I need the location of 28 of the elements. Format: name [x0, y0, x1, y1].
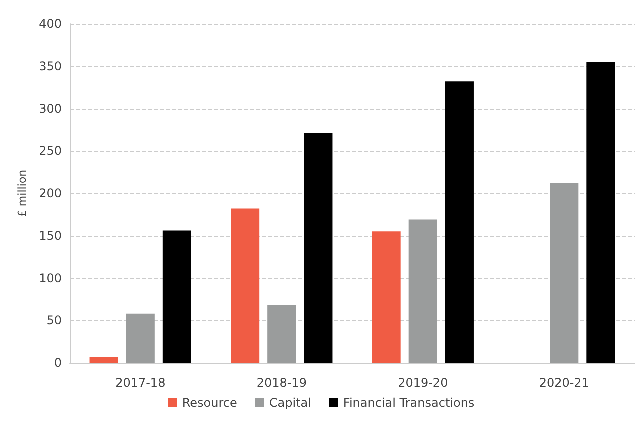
- y-tick-label: 100: [39, 271, 62, 286]
- y-tick-label: 350: [39, 59, 62, 74]
- y-tick-label: 50: [46, 314, 62, 328]
- bar: [126, 314, 155, 363]
- y-tick-label: 250: [39, 144, 62, 158]
- bar: [550, 183, 579, 363]
- legend-label: Resource: [182, 396, 238, 410]
- y-tick-label: 300: [39, 102, 62, 116]
- x-tick-label: 2020-21: [539, 376, 590, 390]
- y-tick-label: 400: [39, 17, 62, 31]
- y-tick-label: 0: [54, 356, 62, 370]
- x-tick-label: 2017-18: [116, 376, 166, 390]
- bar: [268, 305, 296, 363]
- bar: [231, 208, 260, 363]
- x-tick-label: 2018-19: [256, 376, 307, 390]
- bar: [162, 230, 192, 363]
- y-tick-label: 150: [39, 228, 62, 243]
- x-tick-label: 2019-20: [398, 376, 448, 390]
- bar: [408, 220, 438, 363]
- bar: [445, 82, 474, 363]
- y-tick-label: 200: [39, 186, 62, 200]
- y-axis-title: £ million: [16, 170, 30, 218]
- legend-label: Financial Transactions: [343, 396, 475, 410]
- legend-label: Capital: [269, 396, 312, 410]
- bar: [90, 357, 118, 363]
- bar: [372, 232, 401, 363]
- bar: [586, 62, 616, 363]
- bar: [304, 133, 333, 363]
